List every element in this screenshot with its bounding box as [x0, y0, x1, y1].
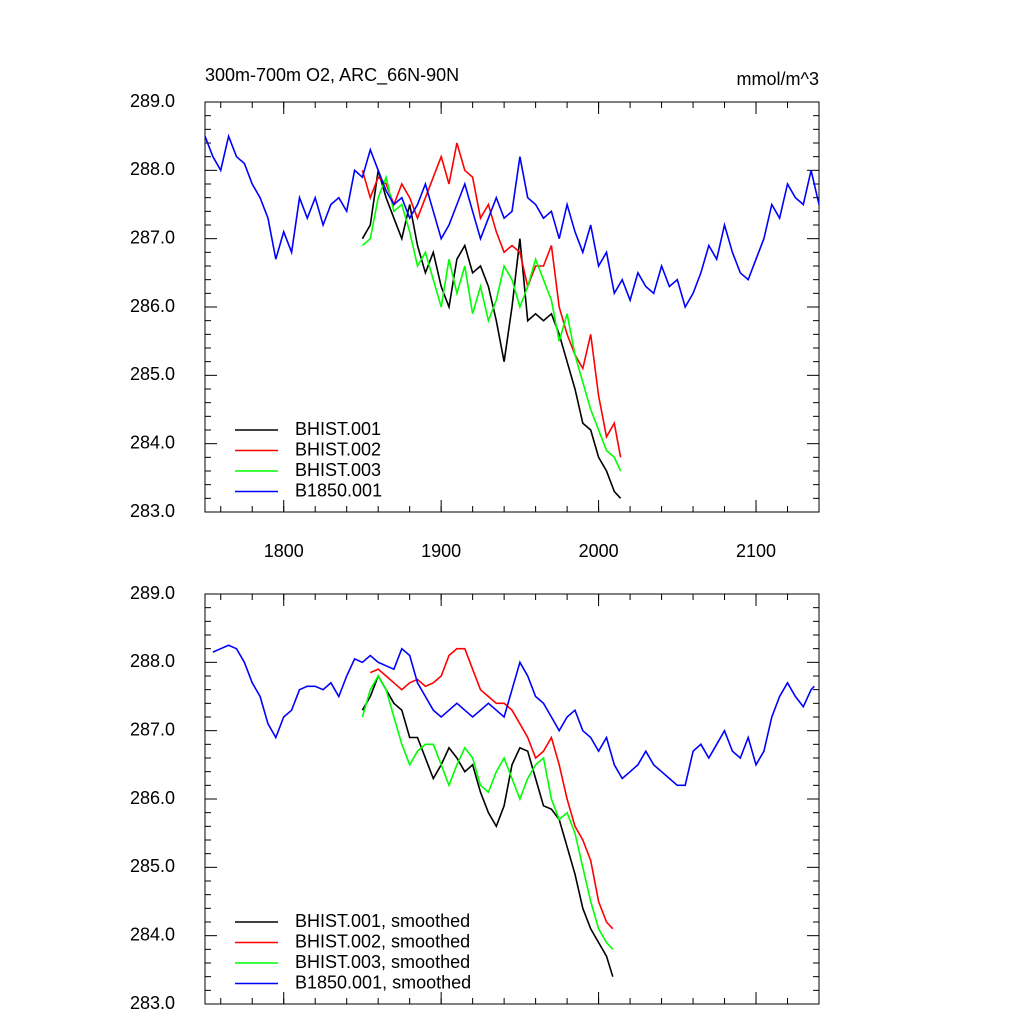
x-tick-label: 2000	[579, 541, 619, 561]
legend-label: BHIST.001	[295, 419, 381, 439]
y-tick-label: 284.0	[130, 432, 175, 452]
series-line	[361, 674, 614, 977]
series-line	[361, 170, 622, 499]
y-tick-label: 286.0	[130, 296, 175, 316]
legend-label: BHIST.003, smoothed	[295, 952, 470, 972]
y-tick-label: 285.0	[130, 856, 175, 876]
legend-label: B1850.001	[295, 480, 382, 500]
legend-label: BHIST.003	[295, 460, 381, 480]
legend-label: BHIST.001, smoothed	[295, 911, 470, 931]
y-tick-label: 289.0	[130, 583, 175, 603]
legend-label: B1850.001, smoothed	[295, 972, 471, 992]
y-tick-label: 283.0	[130, 993, 175, 1013]
y-tick-label: 287.0	[130, 227, 175, 247]
series-line	[369, 647, 614, 930]
x-tick-label: 1900	[421, 541, 461, 561]
series-line	[204, 133, 820, 310]
series-line	[212, 644, 815, 787]
y-tick-label: 288.0	[130, 651, 175, 671]
y-tick-label: 283.0	[130, 501, 175, 521]
series-line	[361, 674, 614, 950]
unit-label: mmol/m^3	[737, 69, 819, 89]
y-tick-label: 287.0	[130, 719, 175, 739]
legend-label: BHIST.002	[295, 439, 381, 459]
series-line	[361, 174, 622, 472]
y-tick-label: 286.0	[130, 788, 175, 808]
y-tick-label: 288.0	[130, 159, 175, 179]
y-tick-label: 284.0	[130, 924, 175, 944]
x-tick-label: 1800	[264, 541, 304, 561]
series-line	[361, 142, 622, 458]
chart-title: 300m-700m O2, ARC_66N-90N	[205, 65, 459, 86]
y-tick-label: 289.0	[130, 91, 175, 111]
y-tick-label: 285.0	[130, 364, 175, 384]
x-tick-label: 2100	[736, 541, 776, 561]
legend-label: BHIST.002, smoothed	[295, 931, 470, 951]
